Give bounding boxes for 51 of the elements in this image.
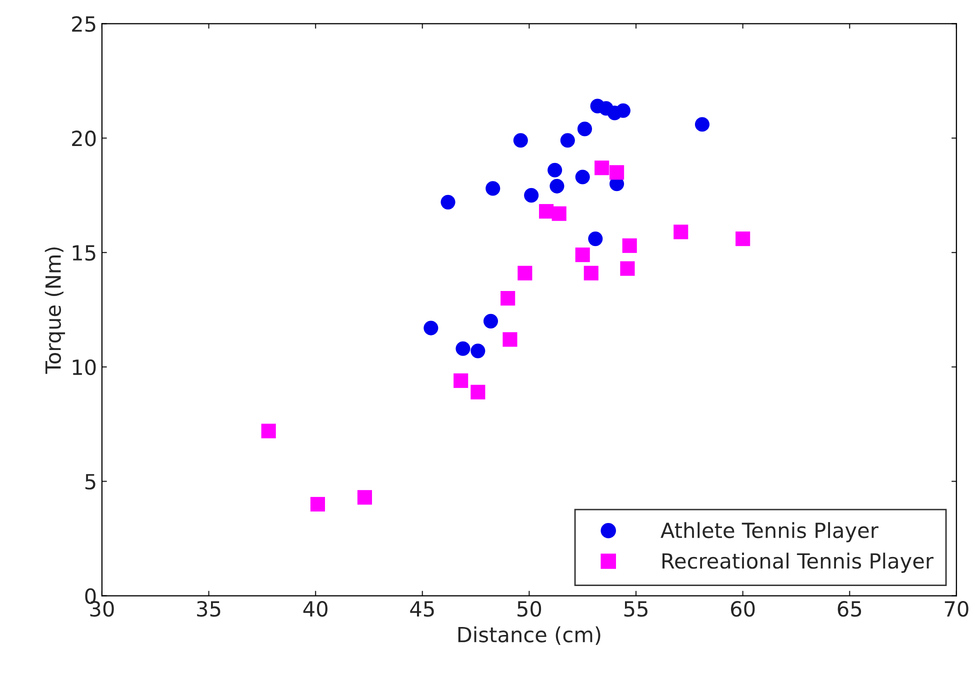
point [584,266,598,280]
x-tick-label: 45 [410,601,434,617]
point [470,344,486,358]
point [575,170,590,184]
point [694,117,710,132]
point [539,204,554,219]
y-tick-label: 10 [72,359,96,376]
point [483,314,498,328]
point [502,332,518,347]
point [575,248,590,262]
point [518,266,532,280]
point [470,384,486,400]
point [550,178,564,194]
x-tick-label: 35 [197,600,220,617]
point [736,232,750,246]
x-tick-label: 40 [303,600,328,617]
y-axis-title: Torque (Nm) [44,247,66,374]
point [616,103,630,118]
point [261,424,276,438]
legend-label: Recreational Tennis Player [662,552,934,573]
y-tick-label: 25 [72,16,96,32]
point [440,194,456,210]
point [424,320,438,336]
x-tick-label: 70 [944,600,968,617]
y-tick-label: 15 [72,245,96,261]
x-tick-label: 50 [518,600,542,617]
point [548,162,562,178]
x-axis-title: Distance (cm) [458,626,600,645]
y-tick-label: 20 [72,130,96,146]
point [560,133,575,148]
point [454,373,468,388]
point [500,291,516,306]
point [609,165,624,180]
y-tick-label: 5 [85,474,96,490]
point [486,181,500,196]
point [524,188,539,203]
legend-label: Athlete Tennis Player [660,522,878,542]
point [588,232,603,246]
point [552,206,566,221]
point [622,238,637,253]
point [620,261,635,276]
point [513,133,528,148]
point [594,160,610,176]
x-tick-label: 65 [838,600,862,617]
point [357,490,372,505]
x-tick-label: 55 [624,601,648,617]
point [456,341,470,356]
point [577,122,592,136]
point [310,496,325,512]
x-tick-label: 60 [731,600,755,617]
point [674,224,688,240]
